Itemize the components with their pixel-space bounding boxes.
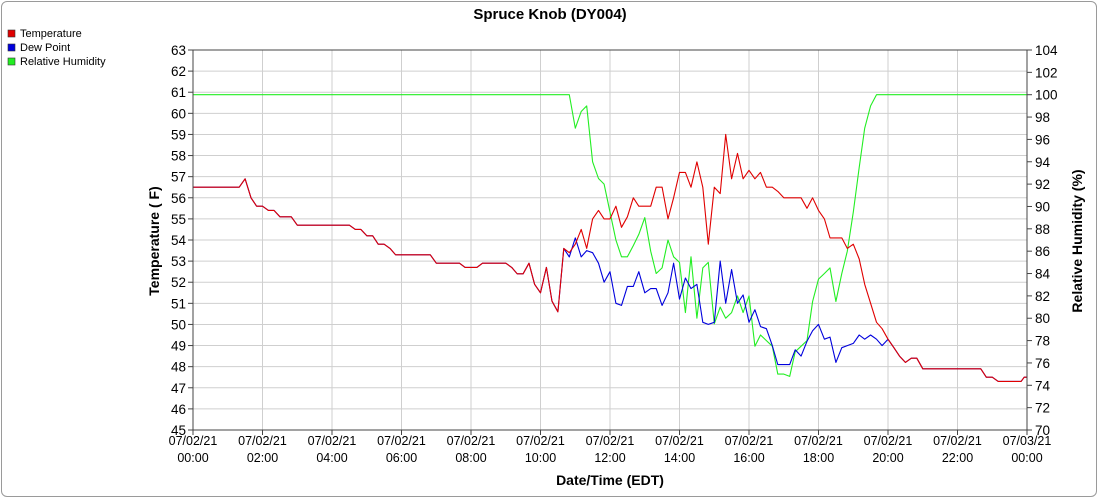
- legend-swatch: [7, 29, 16, 38]
- x-tick-date: 07/02/21: [725, 434, 774, 448]
- right-tick-label: 82: [1035, 289, 1050, 304]
- legend-label: Temperature: [20, 28, 82, 40]
- left-tick-label: 58: [171, 149, 186, 164]
- right-tick-label: 92: [1035, 177, 1050, 192]
- x-tick-time: 18:00: [803, 451, 834, 465]
- right-tick-label: 96: [1035, 132, 1050, 147]
- series-line-temperature: [193, 133, 1027, 382]
- left-tick-label: 62: [171, 64, 186, 79]
- x-tick-date: 07/02/21: [169, 434, 218, 448]
- legend-swatch: [7, 43, 16, 52]
- left-tick-label: 56: [171, 191, 186, 206]
- x-tick-date: 07/02/21: [655, 434, 704, 448]
- right-tick-label: 86: [1035, 244, 1050, 259]
- x-tick-time: 00:00: [1011, 451, 1042, 465]
- left-tick-label: 52: [171, 275, 186, 290]
- x-tick-time: 14:00: [664, 451, 695, 465]
- right-tick-label: 104: [1035, 43, 1058, 58]
- left-y-axis-label: Temperature ( F): [146, 186, 162, 295]
- gridlines: [192, 49, 1028, 431]
- left-tick-label: 49: [171, 339, 186, 354]
- left-tick-label: 47: [171, 381, 186, 396]
- left-tick-label: 51: [171, 296, 186, 311]
- right-tick-label: 90: [1035, 199, 1050, 214]
- x-tick-time: 22:00: [942, 451, 973, 465]
- x-tick-date: 07/03/21: [1003, 434, 1052, 448]
- x-tick-date: 07/02/21: [238, 434, 287, 448]
- right-tick-label: 102: [1035, 65, 1058, 80]
- left-axis-ticks: 45 46 47 48 49 50 51 52 53 54 55 56 57 58 59 60 61 62 63: [171, 43, 193, 438]
- series-lines: [193, 94, 1027, 382]
- series-line-relative-humidity: [193, 94, 1027, 377]
- x-tick-date: 07/02/21: [794, 434, 843, 448]
- left-tick-label: 57: [171, 170, 186, 185]
- x-tick-date: 07/02/21: [516, 434, 565, 448]
- legend-label: Relative Humidity: [20, 56, 106, 68]
- x-tick-time: 08:00: [455, 451, 486, 465]
- x-tick-time: 04:00: [316, 451, 347, 465]
- left-tick-label: 60: [171, 106, 186, 121]
- right-tick-label: 88: [1035, 222, 1050, 237]
- x-tick-date: 07/02/21: [377, 434, 426, 448]
- left-tick-label: 53: [171, 254, 186, 269]
- left-tick-label: 50: [171, 317, 186, 332]
- x-tick-time: 20:00: [872, 451, 903, 465]
- right-tick-label: 78: [1035, 334, 1050, 349]
- plot-area-border: [192, 49, 1028, 431]
- legend-label: Dew Point: [20, 42, 70, 54]
- left-tick-label: 48: [171, 360, 186, 375]
- right-tick-label: 70: [1035, 423, 1050, 438]
- x-tick-time: 16:00: [733, 451, 764, 465]
- right-axis-ticks: 70 72 74 76 78 80 82 84 86 88 90 92 94 96 98 100 102 104: [1027, 43, 1058, 438]
- right-tick-label: 98: [1035, 110, 1050, 125]
- left-tick-label: 46: [171, 402, 186, 417]
- left-tick-label: 55: [171, 212, 186, 227]
- x-tick-date: 07/02/21: [447, 434, 496, 448]
- right-tick-label: 84: [1035, 267, 1051, 282]
- x-axis-label: Date/Time (EDT): [556, 472, 664, 488]
- x-tick-date: 07/02/21: [308, 434, 357, 448]
- left-tick-label: 59: [171, 127, 186, 142]
- x-tick-time: 00:00: [177, 451, 208, 465]
- legend: Temperature Dew Point Relative Humidity: [7, 28, 106, 68]
- x-tick-date: 07/02/21: [586, 434, 635, 448]
- right-tick-label: 76: [1035, 356, 1050, 371]
- x-tick-time: 06:00: [386, 451, 417, 465]
- x-tick-time: 10:00: [525, 451, 556, 465]
- left-tick-label: 45: [171, 423, 186, 438]
- right-tick-label: 74: [1035, 378, 1051, 393]
- chart-title: Spruce Knob (DY004): [473, 6, 626, 23]
- left-tick-label: 54: [171, 233, 187, 248]
- x-axis-ticks: 07/02/21 00:00 07/02/21 02:00 07/02/21 04:00 0…: [169, 430, 1052, 465]
- x-tick-date: 07/02/21: [933, 434, 982, 448]
- right-tick-label: 94: [1035, 155, 1051, 170]
- right-tick-label: 100: [1035, 88, 1058, 103]
- right-tick-label: 72: [1035, 401, 1050, 416]
- x-tick-date: 07/02/21: [864, 434, 913, 448]
- right-y-axis-label: Relative Humidity (%): [1069, 169, 1085, 312]
- left-tick-label: 63: [171, 43, 186, 58]
- x-tick-time: 02:00: [247, 451, 278, 465]
- x-tick-time: 12:00: [594, 451, 625, 465]
- left-tick-label: 61: [171, 85, 186, 100]
- right-tick-label: 80: [1035, 311, 1050, 326]
- legend-swatch: [7, 57, 16, 66]
